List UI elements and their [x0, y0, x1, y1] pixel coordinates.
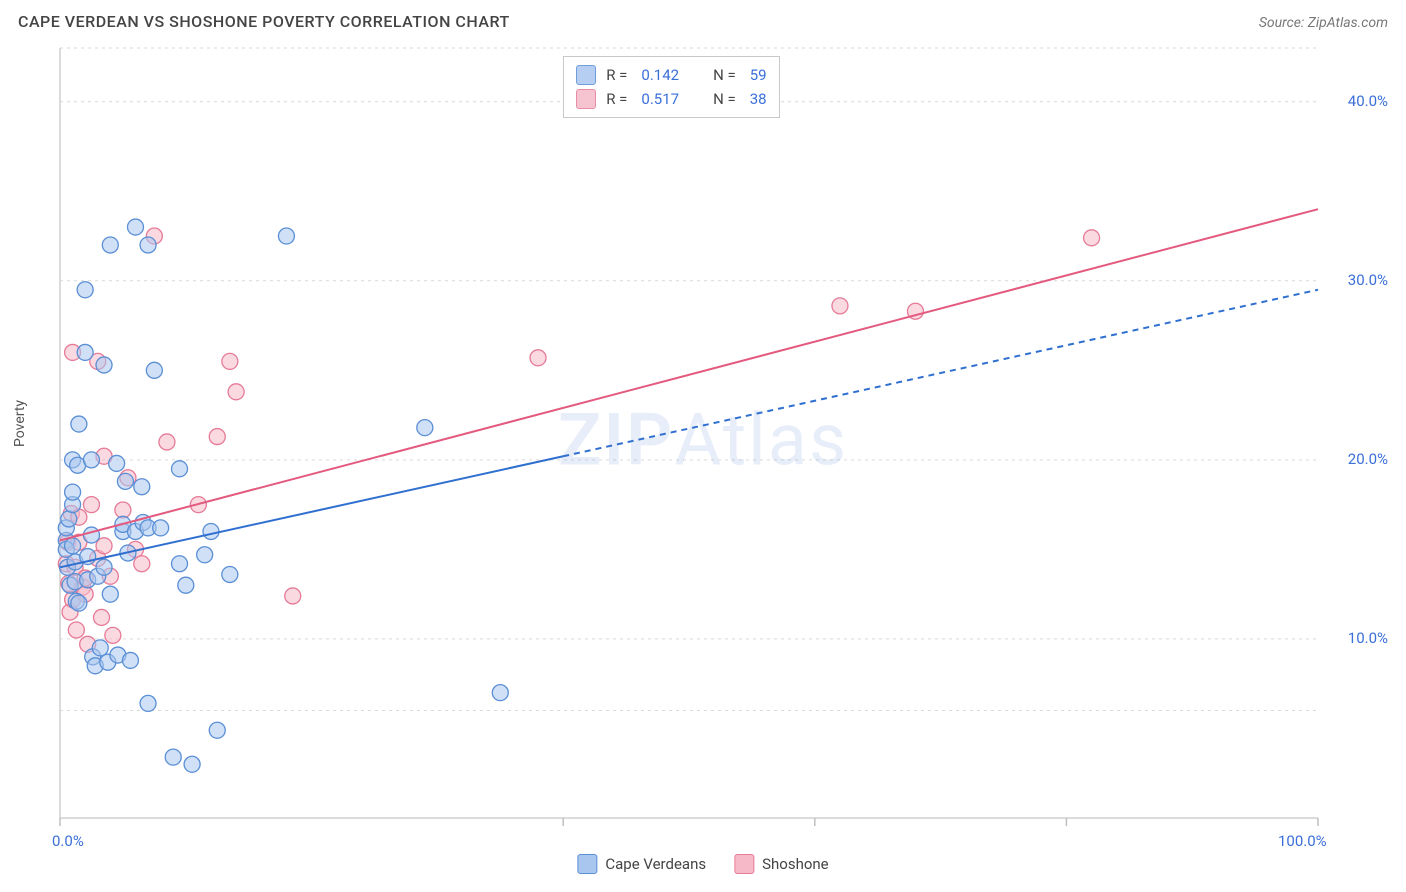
scatter-plot-svg [18, 40, 1388, 874]
y-axis-tick-label: 30.0% [1348, 271, 1388, 289]
y-axis-tick-label: 40.0% [1348, 92, 1388, 110]
stat-r-value: 0.517 [641, 90, 679, 108]
chart-container: Poverty ZIPAtlas R =0.142N =59R =0.517N … [18, 40, 1388, 874]
legend-item-shoshone: Shoshone [734, 854, 829, 874]
stat-r-value: 0.142 [641, 66, 679, 84]
correlation-stats-box: R = 0.142 N = 59 R = 0.517 N = 38 [563, 56, 779, 118]
stat-n-value: 59 [750, 66, 767, 84]
stat-r-label: R = [606, 90, 627, 108]
chart-title: CAPE VERDEAN VS SHOSHONE POVERTY CORRELA… [18, 12, 510, 31]
legend-label: Cape Verdeans [605, 855, 706, 873]
stats-row-cape_verdeans: R = 0.142 N = 59 [576, 63, 766, 87]
legend-label: Shoshone [762, 855, 829, 873]
legend-item-cape-verdeans: Cape Verdeans [577, 854, 706, 874]
source-attribution: Source: ZipAtlas.com [1259, 15, 1388, 31]
stats-swatch-icon [576, 65, 596, 85]
legend-swatch-icon [577, 854, 597, 874]
y-axis-tick-label: 20.0% [1348, 450, 1388, 468]
legend-bottom: Cape Verdeans Shoshone [577, 854, 828, 874]
stat-n-value: 38 [750, 90, 767, 108]
stats-row-shoshone: R = 0.517 N = 38 [576, 87, 766, 111]
y-axis-tick-label: 10.0% [1348, 629, 1388, 647]
stat-n-label: N = [713, 66, 736, 84]
y-axis-label: Poverty [12, 400, 28, 447]
stats-swatch-icon [576, 89, 596, 109]
stat-n-label: N = [713, 90, 736, 108]
x-axis-tick-label: 0.0% [52, 832, 84, 850]
stat-r-label: R = [606, 66, 627, 84]
x-axis-tick-label: 100.0% [1278, 832, 1327, 850]
legend-swatch-icon [734, 854, 754, 874]
